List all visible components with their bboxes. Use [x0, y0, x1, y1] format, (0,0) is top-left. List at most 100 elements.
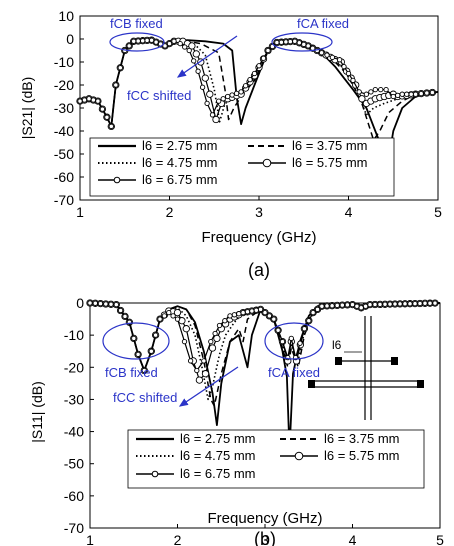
series-marker-5	[344, 302, 351, 308]
series-marker-5	[329, 54, 336, 61]
series-marker-5	[429, 89, 436, 96]
series-marker-5	[275, 327, 281, 333]
series-marker-5	[432, 300, 438, 306]
series-marker-4	[206, 90, 214, 98]
series-marker-5	[242, 83, 249, 89]
series-marker-5	[170, 313, 176, 319]
series-marker-5	[225, 93, 231, 100]
series-marker-5	[301, 41, 307, 48]
panel-b: 1 2 3 4 5 0 -10 -20 -30 -40 -50 -60 -70 l6 fCB fixed…	[29, 295, 444, 546]
series-line-3	[79, 39, 439, 128]
series-marker-5	[161, 313, 168, 319]
series-marker-5	[117, 307, 124, 314]
ellipse-fcb-b	[102, 322, 170, 360]
series-marker-5	[305, 43, 311, 49]
series-marker-5	[131, 38, 137, 44]
series-marker-5	[249, 308, 255, 314]
series-marker-5	[339, 302, 345, 308]
x-tick-label: 4	[345, 204, 353, 220]
series-marker-5	[238, 89, 244, 95]
legend-label: l6 = 3.75 mm	[292, 138, 368, 153]
series-marker-5	[404, 91, 410, 97]
series-marker-5	[99, 106, 106, 112]
y-tick-label: -70	[64, 520, 84, 536]
series-marker-5	[209, 112, 216, 118]
series-marker-5	[148, 37, 155, 43]
series-marker-5	[220, 96, 226, 102]
series-marker-5	[266, 313, 273, 319]
series-marker-5	[181, 338, 188, 345]
series-marker-5	[216, 98, 222, 104]
series-marker-5	[140, 38, 146, 44]
arrow-fcc-b	[178, 366, 239, 407]
series-marker-5	[148, 348, 154, 354]
ticks-a: 1 2 3 4 5 10 0 -10 -20 -30 -40 -50 -60 -70	[54, 8, 442, 220]
annotation-fcc-a: fCC shifted	[127, 88, 191, 103]
series-marker-5	[174, 316, 181, 322]
legend-swatch-marker	[151, 470, 159, 478]
series-marker-5	[227, 313, 233, 319]
series-marker-5	[108, 301, 114, 307]
series-marker-5	[274, 39, 280, 46]
annotation-fcb-a: fCB fixed	[110, 16, 163, 31]
series-marker-4	[195, 376, 204, 384]
series-marker-5	[231, 312, 238, 318]
arrow-fcc-a	[176, 35, 238, 78]
series-marker-4	[201, 370, 210, 378]
series-marker-5	[377, 301, 383, 308]
legend-swatch-marker	[113, 176, 121, 184]
y-tick-label: -60	[64, 488, 84, 504]
series-marker-5	[222, 318, 228, 324]
series-marker-5	[358, 305, 364, 311]
series-marker-5	[314, 306, 321, 313]
y-tick-label: -30	[64, 391, 84, 407]
y-tick-label: 0	[66, 31, 74, 47]
series-marker-5	[194, 367, 200, 374]
series-marker-5	[257, 306, 264, 313]
series-marker-5	[329, 303, 335, 309]
y-tick-label: -40	[54, 123, 74, 139]
series-marker-5	[153, 39, 159, 45]
series-marker-5	[378, 86, 384, 93]
series-marker-5	[287, 38, 293, 45]
series-marker-5	[422, 300, 428, 306]
y-tick-label: -30	[54, 100, 74, 116]
series-marker-5	[152, 332, 159, 338]
series-marker-5	[392, 301, 398, 307]
x-tick-label: 1	[76, 204, 84, 220]
series-marker-5	[201, 358, 207, 364]
series-marker-5	[77, 98, 83, 104]
series-marker-5	[306, 318, 312, 324]
series-marker-5	[108, 123, 114, 130]
series-marker-5	[324, 52, 330, 58]
series-marker-5	[195, 68, 201, 74]
legend-label: l6 = 6.75 mm	[180, 466, 256, 481]
series-marker-5	[199, 84, 206, 90]
series-marker-5	[113, 301, 119, 308]
series-marker-5	[319, 303, 325, 309]
series-marker-5	[296, 40, 302, 46]
panel-label-b: (b)	[254, 529, 276, 546]
legend-label: l6 = 5.75 mm	[292, 155, 368, 170]
inset-schematic: l6	[308, 316, 424, 420]
series-marker-4	[208, 344, 217, 352]
series-marker-5	[244, 309, 251, 315]
series-marker-4	[173, 308, 182, 317]
series-marker-5	[265, 47, 271, 54]
x-tick-label: 4	[349, 532, 357, 546]
series-marker-5	[288, 335, 294, 342]
series-marker-5	[117, 65, 123, 71]
series-marker-5	[103, 301, 109, 307]
series-marker-5	[372, 301, 378, 308]
ellipse-fca-a	[271, 32, 333, 52]
annotation-fca-a: fCA fixed	[297, 16, 349, 31]
series-marker-5	[87, 300, 93, 306]
series-marker-5	[204, 100, 210, 107]
series-marker-5	[283, 39, 289, 45]
series-marker-5	[208, 338, 214, 345]
plot-frame-b	[89, 302, 441, 529]
legend-swatch-marker	[262, 158, 272, 168]
legend-label: l6 = 6.75 mm	[142, 172, 218, 187]
xlabel-a: Frequency (GHz)	[201, 229, 316, 246]
